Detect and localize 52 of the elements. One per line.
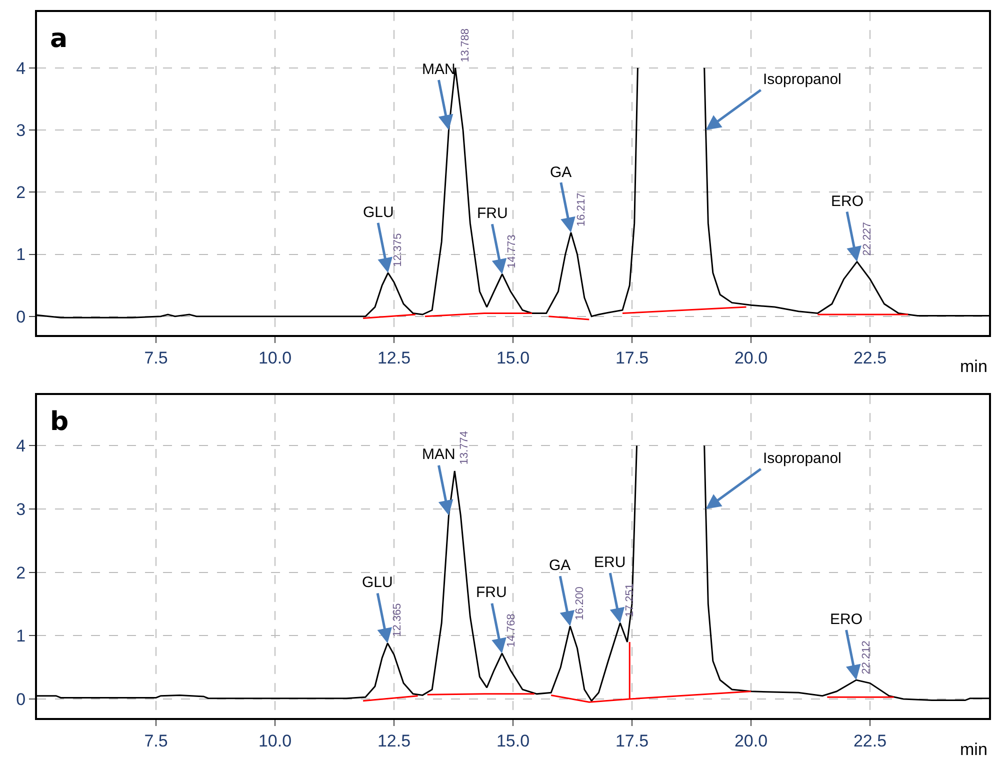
x-tick-label: 15.0 — [496, 348, 530, 368]
annotation: ERO — [830, 611, 863, 628]
x-tick-label: 17.5 — [615, 731, 649, 750]
annotation: MAN — [422, 446, 456, 463]
annotation: Isopropanol — [763, 71, 842, 88]
text: b — [50, 407, 69, 437]
annotation: 13.788 — [459, 28, 472, 62]
x-tick-label: 7.5 — [144, 731, 168, 750]
y-tick-label: 4 — [16, 436, 26, 456]
x-tick-label: 20.0 — [734, 731, 768, 750]
annotation: 22.212 — [860, 640, 872, 674]
x-tick-label: 12.5 — [377, 731, 411, 750]
annotation: ERU — [594, 554, 626, 571]
annotation: 16.200 — [574, 586, 586, 620]
annotation: FRU — [476, 584, 507, 601]
y-tick-label: 2 — [16, 183, 26, 202]
x-tick-label: 12.5 — [377, 348, 411, 368]
y-tick-label: 0 — [16, 307, 26, 326]
annotation: 17.251 — [624, 583, 636, 618]
y-tick-label: 3 — [16, 500, 26, 519]
annotation: 12.375 — [392, 233, 404, 267]
annotation: GA — [549, 557, 571, 574]
text: a — [50, 24, 68, 54]
x-tick-label: 10.0 — [258, 348, 292, 368]
y-tick-label: 1 — [16, 245, 26, 264]
annotation: MAN — [422, 61, 456, 78]
y-tick-label: 0 — [16, 690, 26, 709]
x-axis-title: min — [960, 357, 988, 376]
annotation: GLU — [362, 574, 393, 591]
annotation: 13.774 — [458, 430, 471, 465]
y-tick-label: 4 — [16, 58, 26, 78]
annotation: Isopropanol — [763, 450, 842, 467]
y-tick-label: 3 — [16, 120, 26, 140]
annotation: 12.365 — [391, 603, 404, 637]
x-axis-title: min — [960, 740, 988, 759]
annotation: 16.217 — [575, 192, 588, 226]
annotation: 14.773 — [506, 234, 518, 268]
annotation: FRU — [477, 205, 508, 222]
annotation: 22.227 — [861, 222, 874, 256]
x-tick-label: 22.5 — [853, 348, 887, 368]
x-tick-label: 17.5 — [615, 348, 649, 368]
annotation: ERO — [831, 193, 864, 210]
y-tick-label: 2 — [16, 563, 26, 582]
x-tick-label: 7.5 — [144, 348, 168, 368]
x-tick-label: 20.0 — [734, 348, 768, 368]
x-tick-label: 10.0 — [258, 731, 292, 750]
annotation: GA — [550, 164, 572, 181]
annotation: GLU — [363, 204, 394, 221]
y-tick-label: 1 — [16, 626, 26, 646]
x-tick-label: 22.5 — [853, 731, 887, 750]
x-tick-label: 15.0 — [496, 731, 530, 750]
annotation: 14.768 — [506, 614, 518, 648]
